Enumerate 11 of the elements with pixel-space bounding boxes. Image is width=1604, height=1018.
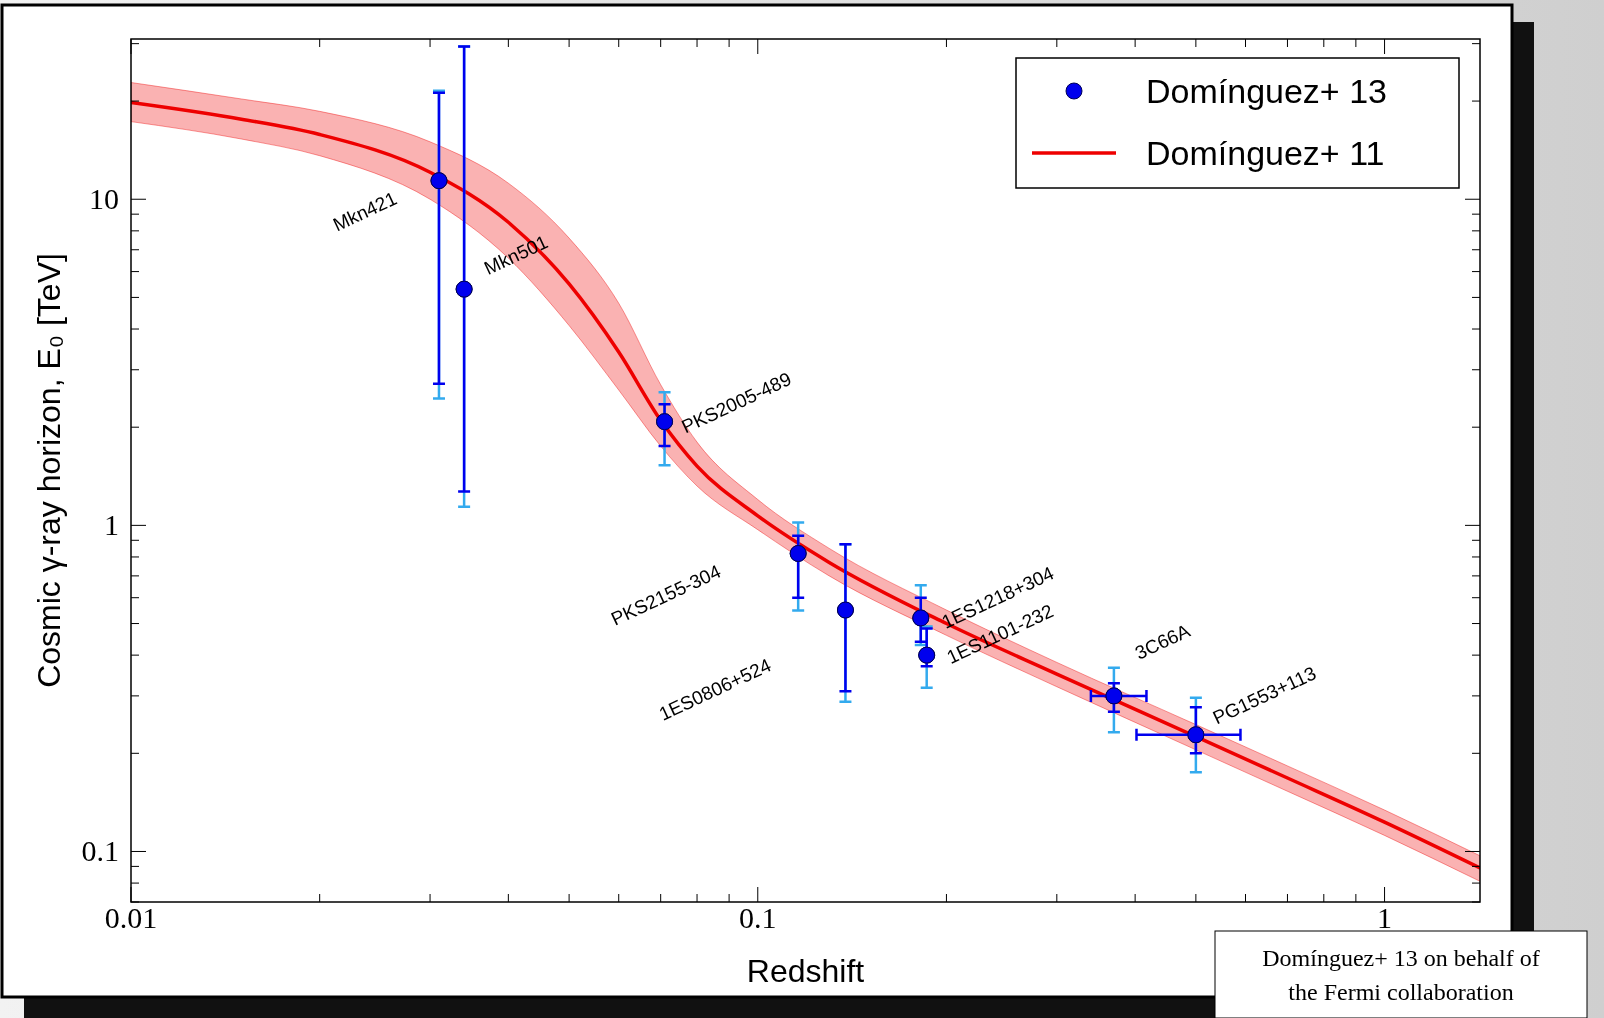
x-tick-label: 0.1 bbox=[739, 901, 777, 934]
y-tick-label: 0.1 bbox=[81, 834, 119, 868]
x-tick-label: 1 bbox=[1377, 901, 1393, 934]
y-tick-label: 10 bbox=[89, 182, 119, 216]
x-tick-label: 0.01 bbox=[104, 901, 158, 934]
y-axis-title: Cosmic γ-ray horizon, E₀ [TeV] bbox=[31, 253, 67, 688]
y-tick-label: 1 bbox=[104, 508, 119, 542]
legend-label: Domínguez+ 11 bbox=[1146, 134, 1385, 172]
legend-label: Domínguez+ 13 bbox=[1146, 72, 1387, 110]
x-axis-title: Redshift bbox=[746, 953, 865, 989]
text: Domínguez+ 13 on behalf of the Fermi collaboration bbox=[1262, 945, 1540, 1005]
